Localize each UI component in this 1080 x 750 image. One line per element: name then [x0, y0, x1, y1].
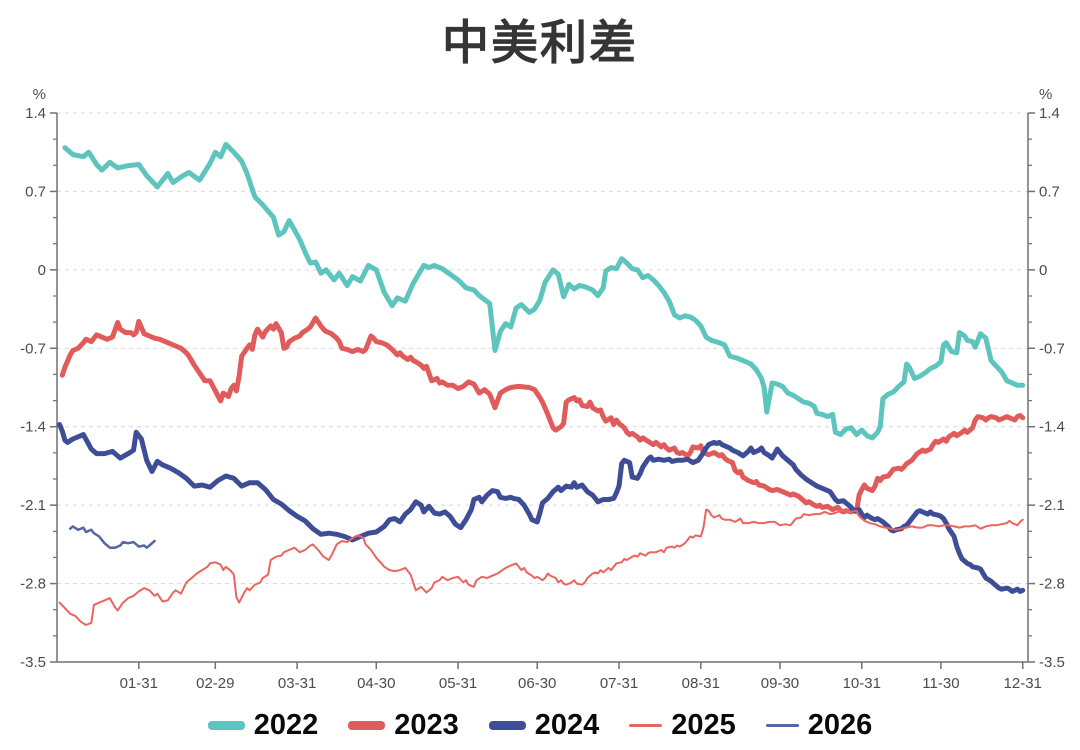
y-tick-label-right: -2.1: [1039, 497, 1065, 514]
x-tick-label: 12-31: [1004, 675, 1042, 692]
x-tick-label: 05-31: [439, 675, 477, 692]
y-tick-label-right: 1.4: [1039, 105, 1060, 122]
x-tick-label: 04-30: [357, 675, 395, 692]
legend-label-2026: 2026: [807, 709, 873, 741]
y-tick-label-left: -1.4: [20, 419, 46, 436]
legend-swatch-2026: [765, 723, 799, 728]
y-tick-label-left: 0.7: [25, 183, 46, 200]
series-line-2024: [57, 422, 1026, 594]
y-tick-label-left: -3.5: [20, 654, 46, 671]
chart-title: 中美利差: [442, 16, 638, 69]
y-tick-label-right: -2.8: [1039, 576, 1065, 593]
y-tick-label-left: 1.4: [25, 105, 46, 122]
legend-item-2024[interactable]: 2024: [488, 709, 600, 742]
legend-swatch-2025: [629, 723, 663, 728]
x-tick-label: 03-31: [278, 675, 316, 692]
y-axis-unit-right: %: [1039, 86, 1052, 103]
y-axis-unit-left: %: [33, 86, 46, 103]
x-tick-label: 08-31: [682, 675, 720, 692]
legend-swatch-2022: [207, 721, 245, 730]
legend-item-2026[interactable]: 2026: [765, 709, 873, 742]
legend-item-2025[interactable]: 2025: [629, 709, 736, 742]
legend-item-2022[interactable]: 2022: [207, 709, 319, 742]
legend-item-2023[interactable]: 2023: [348, 709, 459, 742]
y-tick-label-right: 0: [1039, 262, 1047, 279]
y-tick-label-left: 0: [38, 262, 46, 279]
x-tick-label: 02-29: [196, 675, 234, 692]
legend-label-2023: 2023: [394, 709, 459, 741]
series-line-2023: [59, 315, 1026, 515]
y-tick-label-right: -3.5: [1039, 654, 1065, 671]
x-tick-label: 09-30: [761, 675, 799, 692]
y-tick-label-right: 0.7: [1039, 183, 1060, 200]
x-tick-label: 11-30: [922, 675, 959, 692]
y-tick-label-left: -0.7: [20, 340, 46, 357]
y-tick-label-right: -1.4: [1039, 419, 1065, 436]
series-line-2025: [58, 508, 1024, 626]
y-tick-label-left: -2.8: [20, 576, 46, 593]
legend-swatch-2024: [488, 721, 526, 730]
x-tick-label: 07-31: [600, 675, 638, 692]
y-tick-label-right: -0.7: [1039, 340, 1065, 357]
legend-swatch-2023: [348, 721, 386, 730]
x-tick-label: 06-30: [518, 675, 556, 692]
series-line-2022: [62, 141, 1026, 441]
y-tick-label-left: -2.1: [20, 497, 46, 514]
x-tick-label: 01-31: [120, 675, 158, 692]
legend-label-2025: 2025: [671, 709, 736, 741]
x-tick-label: 10-31: [843, 675, 881, 692]
legend-label-2022: 2022: [253, 709, 319, 741]
series-line-2026: [68, 525, 156, 549]
chart-legend: 2022 2023 2024 2025 2026: [0, 709, 1080, 742]
legend-label-2024: 2024: [534, 709, 600, 741]
